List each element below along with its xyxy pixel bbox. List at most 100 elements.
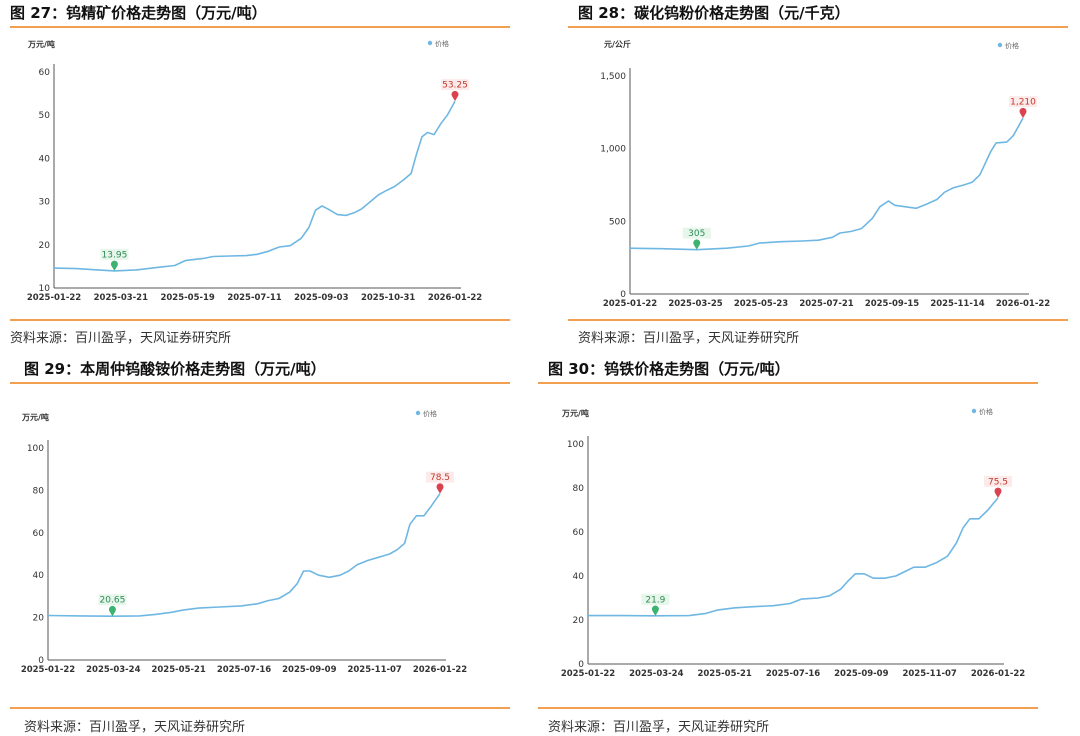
max-label-bg <box>426 471 454 483</box>
min-marker <box>693 239 701 250</box>
y-tick-label: 20 <box>573 616 585 626</box>
x-tick-label: 2025-11-14 <box>930 299 984 309</box>
y-tick-label: 20 <box>33 614 45 624</box>
y-axis-unit: 万元/吨 <box>27 39 55 49</box>
max-marker <box>1019 107 1027 119</box>
y-tick-label: 0 <box>620 290 626 300</box>
x-tick-label: 2025-01-22 <box>603 299 657 309</box>
x-tick-label: 2025-07-21 <box>799 299 853 309</box>
y-tick-label: 1,500 <box>600 72 626 82</box>
series-line-price <box>53 100 456 272</box>
x-tick-label: 2025-03-21 <box>94 293 148 303</box>
title-rule <box>568 26 1068 28</box>
chart-panel-apt: 图 29：本周仲钨酸铵价格走势图（万元/吨） 万元/吨 价格 0 20 40 60 80 10… <box>10 358 510 735</box>
max-label: 1,210 <box>1010 98 1036 108</box>
y-tick-label: 1,000 <box>600 145 626 155</box>
y-tick-label: 30 <box>39 198 51 208</box>
chart-title: 图 29：本周仲钨酸铵价格走势图（万元/吨） <box>24 360 326 378</box>
legend-label: 价格 <box>423 409 437 418</box>
x-tick-label: 2025-07-16 <box>766 669 820 679</box>
x-tick-label: 2026-01-22 <box>428 293 482 303</box>
max-label-bg <box>984 475 1012 487</box>
y-tick-label: 0 <box>38 656 44 666</box>
y-axis-unit: 万元/吨 <box>21 412 49 422</box>
x-tick-label: 2025-07-11 <box>227 293 281 303</box>
y-axis-unit: 元/公斤 <box>604 39 631 49</box>
y-tick-label: 80 <box>33 486 45 496</box>
legend-label: 价格 <box>979 407 993 416</box>
source-rule <box>538 707 1038 709</box>
min-label: 21.9 <box>645 595 665 605</box>
title-rule <box>10 26 510 28</box>
source-note: 资料来源：百川盈孚，天风证券研究所 <box>548 720 770 735</box>
min-label-bg <box>100 248 129 260</box>
legend-marker <box>971 408 977 414</box>
max-label-bg <box>1009 96 1037 108</box>
y-tick-label: 500 <box>609 217 626 227</box>
min-label: 20.65 <box>100 596 126 606</box>
x-tick-label: 2025-09-09 <box>282 665 336 675</box>
line-chart: 万元/吨 价格 0 20 40 60 80 100 2025-01-22 2025-03-24 20… <box>21 409 467 675</box>
max-label-bg <box>441 79 469 91</box>
y-tick-label: 40 <box>573 572 585 582</box>
y-axis-unit: 万元/吨 <box>561 408 589 418</box>
min-label-bg <box>98 594 127 606</box>
x-tick-label: 2025-01-22 <box>21 665 75 675</box>
legend-label: 价格 <box>1005 41 1019 50</box>
y-tick-label: 20 <box>39 241 51 251</box>
x-tick-label: 2025-07-16 <box>217 665 271 675</box>
x-tick-label: 2025-03-25 <box>668 299 722 309</box>
max-marker <box>451 90 459 102</box>
min-label: 13.95 <box>102 250 128 260</box>
y-tick-label: 40 <box>33 571 45 581</box>
source-note: 资料来源：百川盈孚，天风证券研究所 <box>24 720 246 735</box>
min-label: 305 <box>688 229 705 239</box>
series-line-price <box>629 117 1024 251</box>
min-marker <box>110 260 118 271</box>
chart-title: 图 30：钨铁价格走势图（万元/吨） <box>548 360 790 378</box>
x-tick-label: 2025-11-07 <box>347 665 401 675</box>
line-chart: 元/公斤 价格 0 500 1,000 1,500 2025-01-22 2025-03-25… <box>600 39 1050 309</box>
x-tick-label: 2025-05-21 <box>151 665 205 675</box>
chart-title: 图 28：碳化钨粉价格走势图（元/千克） <box>578 4 850 22</box>
y-tick-label: 60 <box>39 68 51 78</box>
chart-panel-tungsten-concentrate: 图 27：钨精矿价格走势图（万元/吨） 万元/吨 价格 10 20 30 40 50 60 20… <box>10 2 510 360</box>
y-tick-label: 100 <box>567 440 584 450</box>
x-tick-label: 2025-03-24 <box>86 665 140 675</box>
chart-panel-tungsten-carbide-powder: 图 28：碳化钨粉价格走势图（元/千克） 元/公斤 价格 0 500 1,000 1,50… <box>568 2 1068 360</box>
y-tick-label: 0 <box>578 660 584 670</box>
x-tick-label: 2025-09-03 <box>294 293 348 303</box>
max-label: 75.5 <box>988 477 1008 487</box>
x-tick-label: 2026-01-22 <box>971 669 1025 679</box>
legend-marker <box>997 42 1003 48</box>
min-marker <box>108 605 116 617</box>
y-tick-label: 60 <box>33 529 45 539</box>
chart-panel-ferrotungsten: 图 30：钨铁价格走势图（万元/吨） 万元/吨 价格 0 20 40 60 80 100 202… <box>538 358 1038 735</box>
legend-marker <box>427 40 433 46</box>
min-label-bg <box>682 227 711 239</box>
x-tick-label: 2025-09-15 <box>865 299 919 309</box>
min-marker <box>651 605 659 616</box>
x-tick-label: 2025-05-23 <box>734 299 788 309</box>
y-tick-label: 40 <box>39 154 51 164</box>
max-label: 78.5 <box>430 473 450 483</box>
x-tick-label: 2025-09-09 <box>834 669 888 679</box>
series-line-price <box>588 497 999 617</box>
source-rule <box>568 319 1068 321</box>
series-line-price <box>47 493 441 617</box>
title-rule <box>538 382 1038 384</box>
max-marker <box>436 483 444 494</box>
y-tick-label: 80 <box>573 484 585 494</box>
max-marker <box>994 487 1002 498</box>
line-chart: 万元/吨 价格 0 20 40 60 80 100 2025-01-22 2025-03-24 20… <box>561 407 1025 679</box>
x-tick-label: 2025-05-21 <box>697 669 751 679</box>
title-rule <box>10 382 510 384</box>
x-tick-label: 2025-01-22 <box>27 293 81 303</box>
line-chart: 万元/吨 价格 10 20 30 40 50 60 2025-01-22 2025-03-21 20… <box>27 39 482 303</box>
source-note: 资料来源：百川盈孚，天风证券研究所 <box>10 331 232 346</box>
x-tick-label: 2026-01-22 <box>413 665 467 675</box>
min-label-bg <box>641 593 670 605</box>
x-tick-label: 2025-03-24 <box>629 669 683 679</box>
x-tick-label: 2025-05-19 <box>160 293 214 303</box>
legend-label: 价格 <box>435 39 449 48</box>
